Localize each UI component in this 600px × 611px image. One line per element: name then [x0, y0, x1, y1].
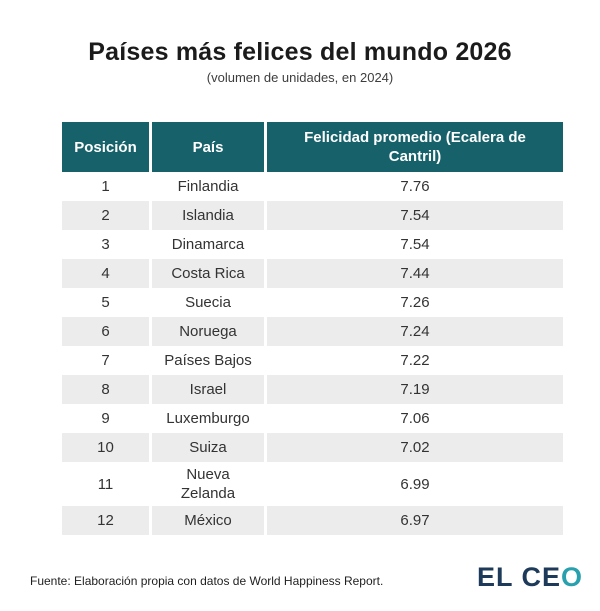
country-label: Costa Rica — [171, 265, 245, 282]
country-label: Islandia — [182, 207, 234, 224]
country-cell: Noruega — [152, 317, 264, 346]
country-label: Países Bajos — [164, 352, 252, 369]
country-cell: Dinamarca — [152, 230, 264, 259]
value-cell: 6.97 — [267, 506, 563, 535]
table-row: 3 Dinamarca 7.54 — [62, 230, 563, 259]
country-cell: Israel — [152, 375, 264, 404]
country-label: Israel — [189, 381, 227, 398]
country-cell: Países Bajos — [152, 346, 264, 375]
value-cell: 7.54 — [267, 230, 563, 259]
country-cell: Suiza — [152, 433, 264, 462]
position-cell: 5 — [62, 288, 149, 317]
position-cell: 7 — [62, 346, 149, 375]
country-cell: México — [152, 506, 264, 535]
position-cell: 2 — [62, 201, 149, 230]
table-header-row: Posición País Felicidad promedio (Ecaler… — [62, 122, 563, 172]
position-cell: 10 — [62, 433, 149, 462]
country-label: Nueva Zelanda — [180, 466, 236, 502]
table-row: 8 Israel 7.19 — [62, 375, 563, 404]
position-cell: 4 — [62, 259, 149, 288]
country-label: Noruega — [179, 323, 237, 340]
column-header-posicion: Posición — [62, 122, 149, 172]
value-cell: 7.26 — [267, 288, 563, 317]
value-cell: 6.99 — [267, 462, 563, 506]
country-cell: Luxemburgo — [152, 404, 264, 433]
position-cell: 1 — [62, 172, 149, 201]
happiness-table: Posición País Felicidad promedio (Ecaler… — [62, 122, 563, 535]
table-row: 4 Costa Rica 7.44 — [62, 259, 563, 288]
country-label: Dinamarca — [171, 236, 245, 253]
table-row: 7 Países Bajos 7.22 — [62, 346, 563, 375]
position-cell: 3 — [62, 230, 149, 259]
country-cell: Finlandia — [152, 172, 264, 201]
country-label: Finlandia — [177, 178, 239, 195]
elceo-logo: EL CEO — [477, 562, 583, 593]
position-cell: 12 — [62, 506, 149, 535]
value-cell: 7.76 — [267, 172, 563, 201]
column-header-felicidad: Felicidad promedio (Ecalera de Cantril) — [267, 122, 563, 172]
position-cell: 6 — [62, 317, 149, 346]
column-header-felicidad-label: Felicidad promedio (Ecalera de Cantril) — [304, 129, 526, 165]
value-cell: 7.06 — [267, 404, 563, 433]
table-row: 11 Nueva Zelanda 6.99 — [62, 462, 563, 506]
country-cell: Nueva Zelanda — [152, 462, 264, 506]
country-cell: Islandia — [152, 201, 264, 230]
value-cell: 7.24 — [267, 317, 563, 346]
table-body: 1 Finlandia 7.76 2 Islandia 7.54 3 — [62, 172, 563, 535]
column-header-pais-label: País — [192, 138, 224, 156]
column-header-pais: País — [152, 122, 264, 172]
position-cell: 8 — [62, 375, 149, 404]
table-row: 1 Finlandia 7.76 — [62, 172, 563, 201]
value-cell: 7.19 — [267, 375, 563, 404]
table-row: 5 Suecia 7.26 — [62, 288, 563, 317]
position-cell: 11 — [62, 462, 149, 506]
value-cell: 7.44 — [267, 259, 563, 288]
country-cell: Costa Rica — [152, 259, 264, 288]
country-label: Luxemburgo — [166, 410, 250, 427]
column-header-posicion-label: Posición — [74, 138, 137, 156]
country-cell: Suecia — [152, 288, 264, 317]
page-subtitle: (volumen de unidades, en 2024) — [206, 70, 394, 85]
table-row: 6 Noruega 7.24 — [62, 317, 563, 346]
table-row: 2 Islandia 7.54 — [62, 201, 563, 230]
logo-text-o: O — [560, 562, 583, 592]
country-label: Suecia — [185, 294, 231, 311]
value-cell: 7.54 — [267, 201, 563, 230]
table-row: 10 Suiza 7.02 — [62, 433, 563, 462]
position-cell: 9 — [62, 404, 149, 433]
country-label: Suiza — [189, 439, 227, 456]
table-row: 12 México 6.97 — [62, 506, 563, 535]
table-row: 9 Luxemburgo 7.06 — [62, 404, 563, 433]
source-note: Fuente: Elaboración propia con datos de … — [30, 574, 384, 588]
logo-text-elce: EL CE — [476, 562, 561, 592]
value-cell: 7.02 — [267, 433, 563, 462]
value-cell: 7.22 — [267, 346, 563, 375]
page-title: Países más felices del mundo 2026 — [88, 38, 512, 66]
country-label: México — [184, 512, 232, 529]
